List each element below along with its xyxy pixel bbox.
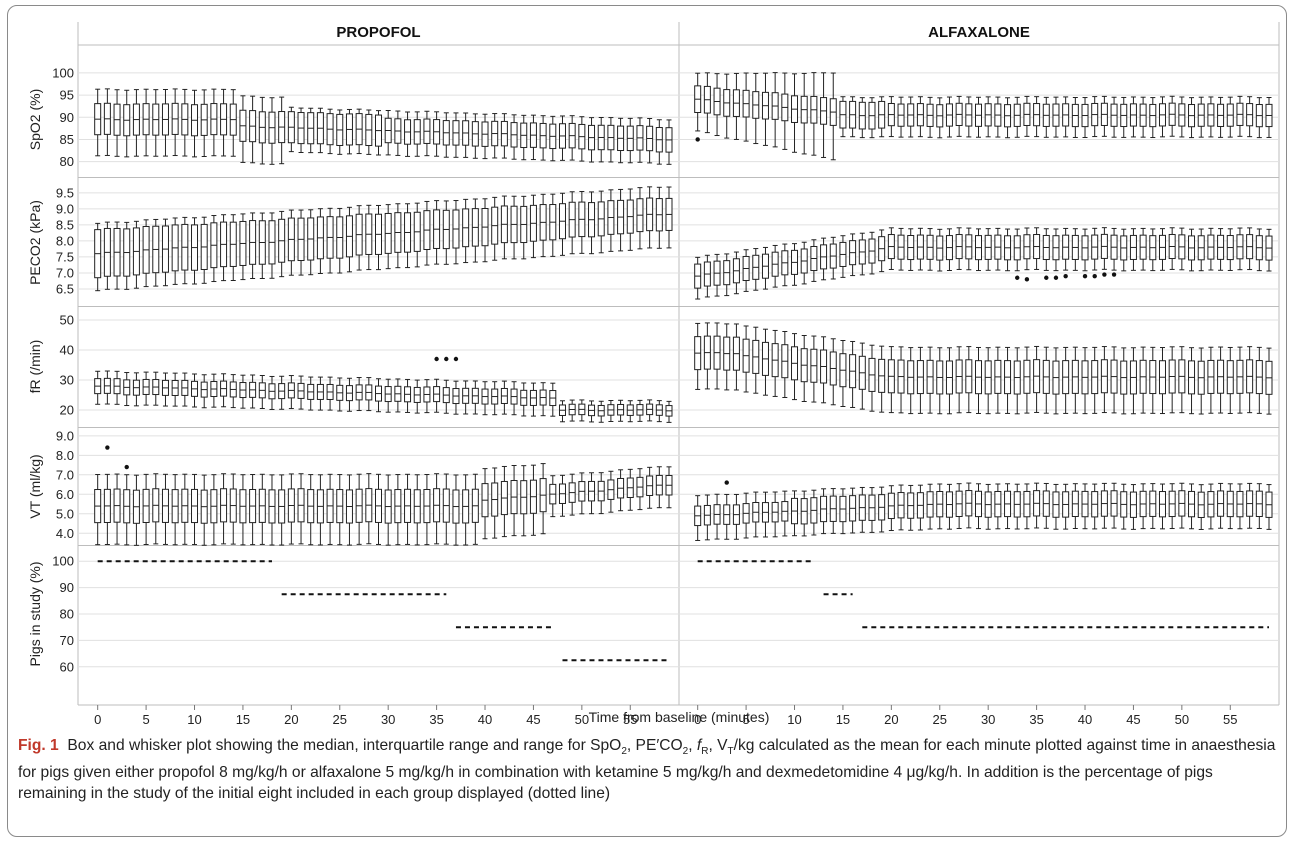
- y-tick-label-r4-1: 70: [60, 633, 74, 648]
- y-tick-label-r0-4: 100: [52, 65, 74, 80]
- y-tick-label-r4-2: 80: [60, 607, 74, 622]
- x-tick-label-p1-8: 40: [1078, 712, 1092, 727]
- outlier-propofol-r2-0: [434, 356, 439, 362]
- figure-frame: [7, 5, 1287, 837]
- x-tick-label-p1-10: 50: [1175, 712, 1189, 727]
- y-tick-label-r3-3: 7.0: [56, 467, 74, 482]
- x-tick-label-p1-6: 30: [981, 712, 995, 727]
- x-tick-label-p1-9: 45: [1126, 712, 1140, 727]
- y-tick-label-r2-0: 20: [60, 403, 74, 418]
- y-tick-label-r1-6: 9.5: [56, 185, 74, 200]
- y-tick-label-r4-4: 100: [52, 554, 74, 569]
- outlier-propofol-r2-2: [453, 356, 459, 362]
- x-tick-label-p1-7: 35: [1029, 712, 1043, 727]
- outlier-alfaxalone-r1-6: [1092, 273, 1097, 279]
- x-tick-label-p0-1: 5: [142, 712, 149, 727]
- y-axis-label-r1: PECO2 (kPa): [27, 200, 43, 285]
- y-tick-label-r1-3: 8.0: [56, 233, 74, 248]
- outlier-alfaxalone-r0-0: [695, 137, 700, 142]
- outlier-alfaxalone-r1-8: [1111, 272, 1117, 277]
- outlier-alfaxalone-r1-4: [1063, 273, 1068, 279]
- y-tick-label-r3-0: 4.0: [56, 526, 74, 541]
- x-tick-label-p1-2: 10: [787, 712, 801, 727]
- x-tick-label-p1-11: 55: [1223, 712, 1237, 727]
- x-tick-label-p1-3: 15: [836, 712, 850, 727]
- y-tick-label-r0-0: 80: [60, 154, 74, 169]
- y-tick-label-r1-0: 6.5: [56, 281, 74, 296]
- x-tick-label-p0-9: 45: [526, 712, 540, 727]
- caption-label: Fig. 1: [18, 737, 59, 754]
- y-tick-label-r2-2: 40: [60, 343, 74, 358]
- y-tick-label-r3-1: 5.0: [56, 506, 74, 521]
- x-tick-label-p0-11: 55: [623, 712, 637, 727]
- y-tick-label-r1-2: 7.5: [56, 249, 74, 264]
- y-tick-label-r1-5: 9.0: [56, 201, 74, 216]
- y-tick-label-r1-1: 7.0: [56, 265, 74, 280]
- y-tick-label-r4-3: 90: [60, 580, 74, 595]
- x-tick-label-p0-8: 40: [478, 712, 492, 727]
- y-tick-label-r3-4: 8.0: [56, 448, 74, 463]
- panel-title-1: ALFAXALONE: [928, 24, 1030, 41]
- y-tick-label-r0-3: 95: [60, 88, 74, 103]
- x-tick-label-p1-0: 0: [694, 712, 701, 727]
- y-tick-label-r3-2: 6.0: [56, 487, 74, 502]
- x-axis-label: Time from baseline (minutes): [589, 709, 770, 725]
- x-tick-label-p0-5: 25: [333, 712, 347, 727]
- y-tick-label-r2-3: 50: [60, 313, 74, 328]
- x-tick-label-p0-4: 20: [284, 712, 298, 727]
- y-tick-label-r2-1: 30: [60, 373, 74, 388]
- y-tick-label-r4-0: 60: [60, 659, 74, 674]
- x-tick-label-p1-1: 5: [742, 712, 749, 727]
- outlier-alfaxalone-r3-0: [724, 480, 729, 485]
- y-axis-label-r3: VT (ml/kg): [27, 454, 43, 518]
- outlier-alfaxalone-r1-7: [1102, 272, 1107, 277]
- outlier-alfaxalone-r1-5: [1082, 273, 1088, 279]
- y-axis-label-r2: fR (/min): [27, 340, 43, 394]
- x-tick-label-p0-2: 10: [187, 712, 201, 727]
- x-tick-label-p0-3: 15: [236, 712, 250, 727]
- x-tick-label-p0-6: 30: [381, 712, 395, 727]
- figure-caption: Fig. 1 Box and whisker plot showing the …: [18, 735, 1280, 804]
- y-tick-label-r1-4: 8.5: [56, 217, 74, 232]
- y-tick-label-r0-2: 90: [60, 110, 74, 125]
- y-tick-label-r3-5: 9.0: [56, 428, 74, 443]
- outlier-alfaxalone-r1-3: [1053, 275, 1059, 280]
- outlier-alfaxalone-r1-1: [1024, 277, 1030, 282]
- y-axis-label-r4: Pigs in study (%): [27, 561, 43, 666]
- x-tick-label-p1-5: 25: [933, 712, 947, 727]
- x-tick-label-p0-10: 50: [575, 712, 589, 727]
- y-axis-label-r0: SpO2 (%): [27, 89, 43, 150]
- x-tick-label-p1-4: 20: [884, 712, 898, 727]
- outlier-propofol-r3-0: [105, 445, 110, 450]
- outlier-propofol-r2-1: [444, 356, 449, 362]
- caption-text: Box and whisker plot showing the median,…: [18, 737, 1276, 803]
- x-tick-label-p0-7: 35: [429, 712, 443, 727]
- outlier-alfaxalone-r1-0: [1015, 275, 1020, 280]
- outlier-propofol-r3-1: [124, 464, 129, 470]
- panel-title-0: PROPOFOL: [336, 24, 420, 41]
- outlier-alfaxalone-r1-2: [1044, 275, 1049, 280]
- y-tick-label-r0-1: 85: [60, 132, 74, 147]
- x-tick-label-p0-0: 0: [94, 712, 101, 727]
